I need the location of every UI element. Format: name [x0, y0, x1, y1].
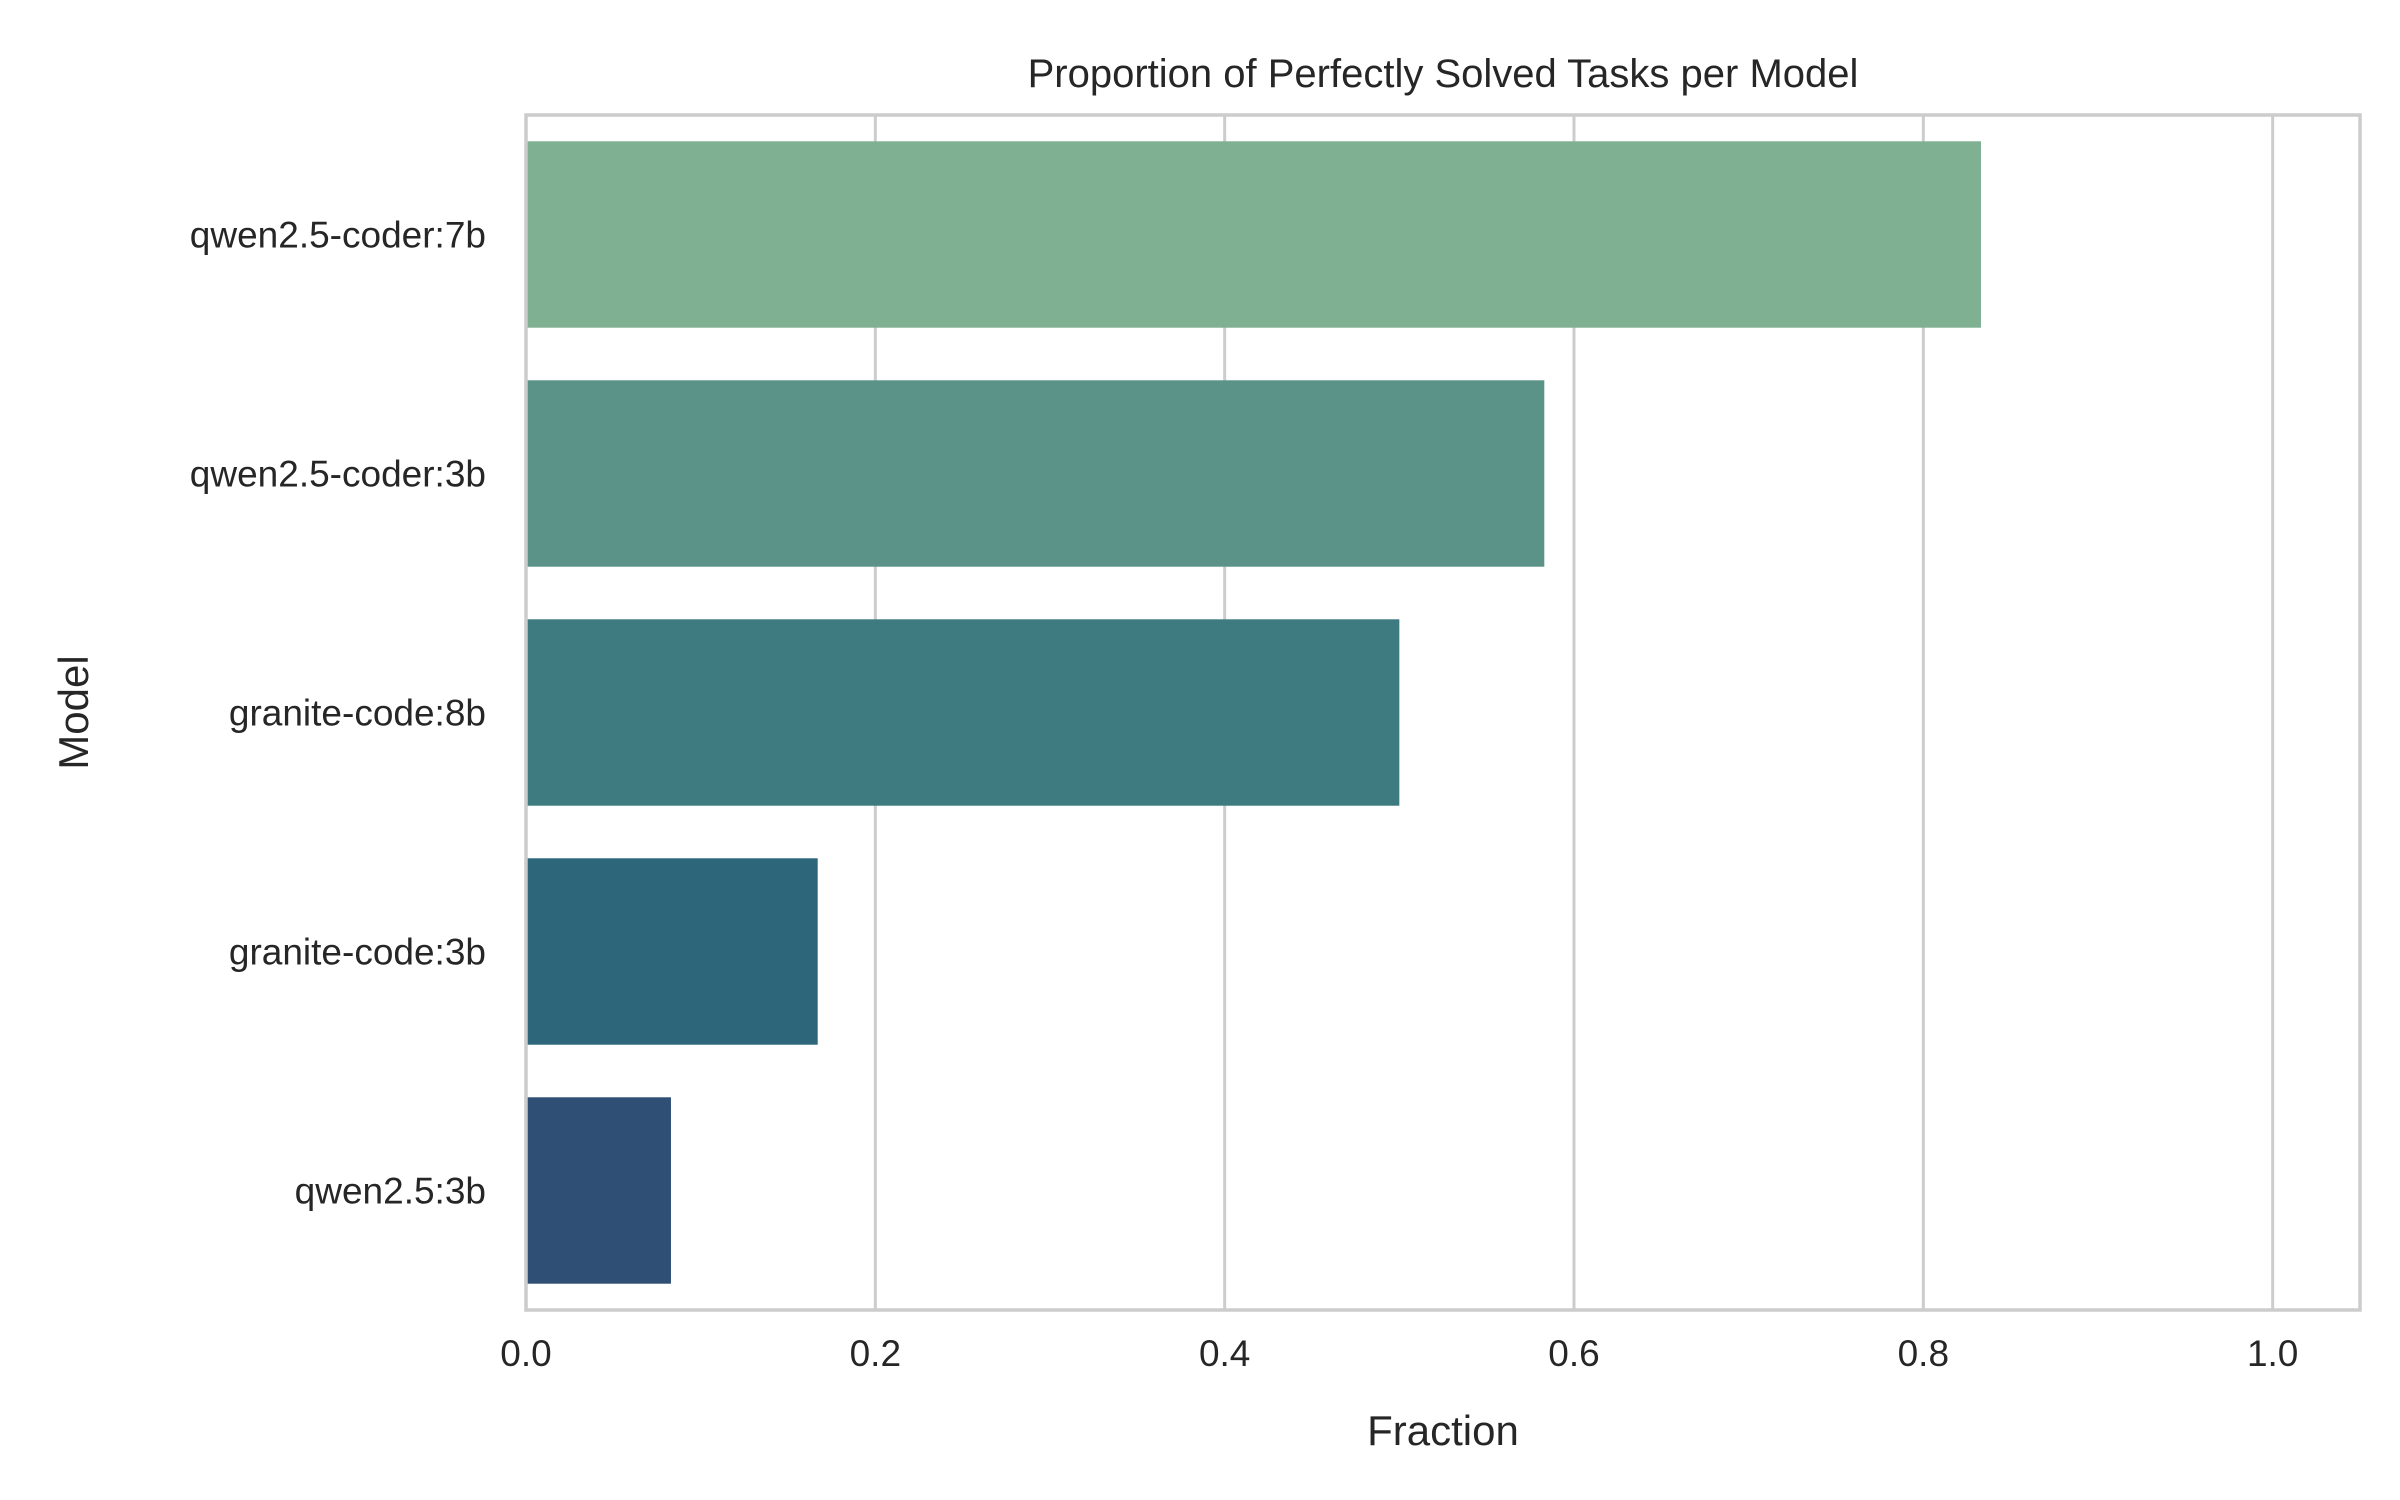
bar-qwen2-5-3b: [526, 1097, 671, 1284]
bars: [526, 141, 1981, 1284]
x-tick-label: 0.4: [1199, 1333, 1250, 1374]
y-tick-label: qwen2.5:3b: [295, 1171, 486, 1212]
plot-frame: [524, 113, 2362, 1312]
bar-qwen2-5-coder-7b: [526, 141, 1981, 328]
y-tick-label: granite-code:8b: [229, 693, 486, 734]
y-tick-label: granite-code:3b: [229, 932, 486, 973]
chart-title: Proportion of Perfectly Solved Tasks per…: [1028, 52, 1859, 96]
x-tick-labels: 0.0 0.2 0.4 0.6 0.8 1.0: [500, 1333, 2298, 1374]
y-axis-label: Model: [50, 655, 97, 769]
y-tick-label: qwen2.5-coder:3b: [190, 454, 486, 495]
x-tick-label: 0.6: [1548, 1333, 1599, 1374]
x-tick-label: 1.0: [2247, 1333, 2298, 1374]
y-tick-labels: qwen2.5-coder:7b qwen2.5-coder:3b granite-…: [190, 215, 486, 1212]
bar-qwen2-5-coder-3b: [526, 380, 1545, 567]
bar-granite-code-3b: [526, 858, 818, 1045]
x-axis-label: Fraction: [1367, 1407, 1519, 1454]
bar-granite-code-8b: [526, 619, 1400, 806]
y-tick-label: qwen2.5-coder:7b: [190, 215, 486, 256]
x-tick-label: 0.0: [500, 1333, 551, 1374]
x-tick-label: 0.8: [1898, 1333, 1949, 1374]
x-tick-label: 0.2: [850, 1333, 901, 1374]
